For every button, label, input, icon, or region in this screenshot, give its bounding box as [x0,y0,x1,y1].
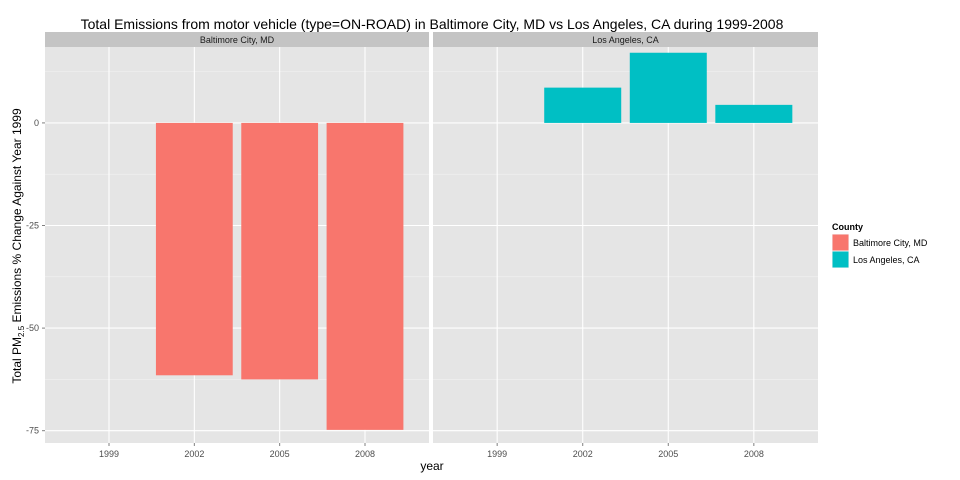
x-tick-label: 2002 [184,449,204,459]
y-axis-title-post: Emissions % Change Against Year 1999 [10,108,24,326]
chart-title: Total Emissions from motor vehicle (type… [81,16,784,32]
x-tick-label: 2008 [355,449,375,459]
y-tick-label: -50 [26,323,39,333]
bar [629,52,707,123]
bar [155,122,233,376]
facet-strip-label: Baltimore City, MD [200,35,275,45]
x-axis-title: year [420,459,443,473]
facet-panel: Baltimore City, MD 1999 2002 2005 2008 [45,32,429,459]
facet-strip [45,32,429,47]
bar [241,122,319,380]
legend-title: County [832,222,863,232]
y-axis-title-sub: 2.5 [17,325,26,337]
legend-swatch [832,251,849,268]
x-tick-label: 2005 [270,449,290,459]
x-tick-label: 2005 [658,449,678,459]
facet-panel: Los Angeles, CA 1999 2002 2005 2008 [433,32,818,459]
facet-strip [433,32,818,47]
y-axis-title: Total PM2.5 Emissions % Change Against Y… [10,108,26,384]
facet-strip-label: Los Angeles, CA [592,35,659,45]
x-tick-label: 1999 [487,449,507,459]
y-axis-title-pre: Total PM [10,337,24,384]
y-tick-label: 0 [34,118,39,128]
legend-label: Los Angeles, CA [853,255,920,265]
legend-label: Baltimore City, MD [853,238,928,248]
bar [544,87,622,123]
y-tick-label: -25 [26,221,39,231]
x-tick-label: 2002 [573,449,593,459]
legend: County Baltimore City, MD Los Angeles, CA [832,222,928,268]
x-tick-label: 1999 [99,449,119,459]
y-tick-label: -75 [26,426,39,436]
x-tick-label: 2008 [744,449,764,459]
legend-swatch [832,234,849,251]
bar [715,104,793,123]
bar [326,122,404,430]
y-axis: -75 -50 -25 0 [26,118,45,436]
